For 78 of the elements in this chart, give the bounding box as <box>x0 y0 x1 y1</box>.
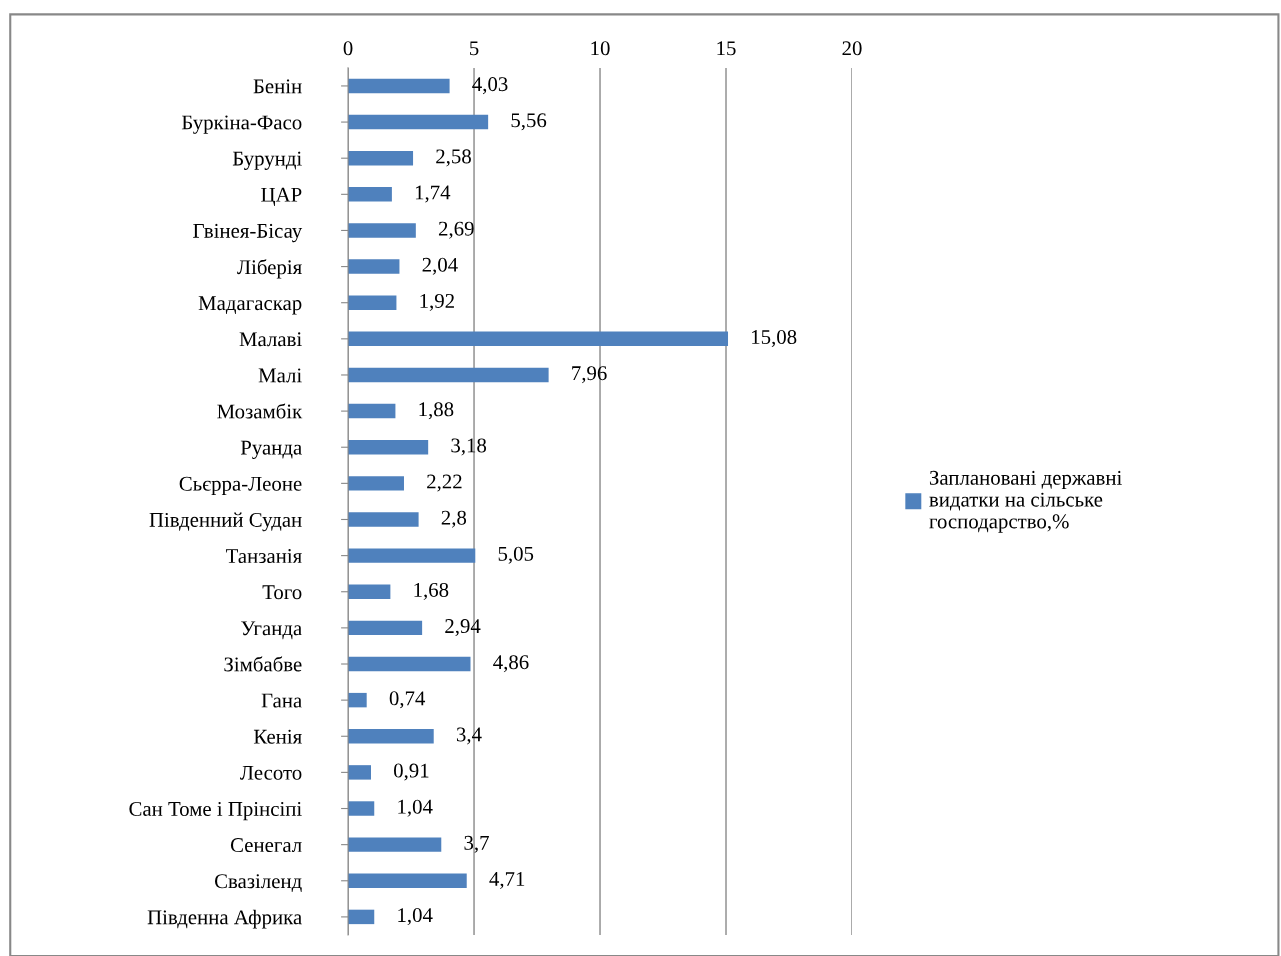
y-tick-label: Кенія <box>253 729 302 744</box>
y-tick-label: Сьєрра-Леоне <box>179 476 302 496</box>
bar <box>348 187 392 202</box>
data-label: 1,04 <box>398 799 433 817</box>
x-tick-label: 10 <box>591 41 610 56</box>
bar <box>348 837 442 852</box>
bar <box>348 331 729 347</box>
data-label: 4,03 <box>472 77 508 95</box>
y-tick-label: Малі <box>258 368 302 383</box>
x-tick-label: 5 <box>470 41 479 56</box>
y-tick-label: Буркіна-Фасо <box>181 115 302 134</box>
y-tick-label: Свазіленд <box>214 874 302 893</box>
data-label: 2,8 <box>441 510 467 528</box>
bar <box>348 729 434 744</box>
data-label: 2,69 <box>438 221 474 239</box>
data-label: 0,74 <box>389 691 426 709</box>
data-label: 1,68 <box>414 582 449 600</box>
data-label: 1,88 <box>419 402 454 420</box>
y-tick-label: Танзанія <box>225 549 302 564</box>
data-label: 3,7 <box>464 835 489 853</box>
y-tick-label: ЦАР <box>261 187 302 206</box>
y-tick-label: Бурунді <box>232 151 302 170</box>
y-tick-label: Гвінея-Бісау <box>193 223 303 243</box>
legend-label: Заплановані державні видатки на сільське господарство,% <box>929 470 1122 533</box>
data-label: 1,74 <box>415 185 451 203</box>
y-tick-label: Мозамбік <box>217 403 303 419</box>
y-tick-label: Південний Судан <box>149 512 302 532</box>
y-tick-label: Зімбабве <box>224 656 302 672</box>
bar <box>348 584 391 599</box>
y-tick-label: Бенін <box>253 79 302 94</box>
y-tick-label: Гана <box>261 693 302 708</box>
bar <box>348 223 416 238</box>
data-label: 2,22 <box>427 474 462 492</box>
bar <box>348 150 414 166</box>
x-tick-label: 15 <box>717 41 736 56</box>
bar <box>348 476 404 491</box>
data-label: 2,94 <box>445 619 481 637</box>
x-tick-label: 0 <box>343 41 353 56</box>
y-tick-label: Малаві <box>239 332 302 347</box>
bar <box>348 512 419 527</box>
data-label: 15,08 <box>752 330 797 348</box>
data-label: 0,91 <box>393 763 429 781</box>
y-tick-label: Ліберія <box>237 259 302 279</box>
y-tick-label: Сенегал <box>230 838 302 853</box>
bar <box>348 295 397 310</box>
bar <box>348 801 375 816</box>
data-label: 3,4 <box>456 727 482 745</box>
x-tick-label: 20 <box>842 41 862 56</box>
bar <box>348 909 375 925</box>
bar <box>348 114 489 130</box>
data-label: 1,04 <box>398 908 433 926</box>
bar <box>348 367 549 383</box>
data-label: 4,86 <box>493 655 529 673</box>
bar <box>348 692 367 708</box>
data-label: 5,05 <box>498 546 534 564</box>
bar <box>348 656 471 672</box>
y-tick-label: Руанда <box>240 440 302 459</box>
y-tick-label: Сан Томе і Прінсіпі <box>129 801 302 821</box>
y-tick-label: Лесото <box>240 765 302 780</box>
bar <box>348 440 429 455</box>
bar <box>348 873 467 888</box>
bar <box>348 78 450 94</box>
bar <box>348 259 400 274</box>
data-label: 2,58 <box>436 149 471 167</box>
y-tick-label: Мадагаскар <box>198 296 302 315</box>
data-label: 7,96 <box>572 366 607 384</box>
bar <box>348 548 476 563</box>
data-label: 3,18 <box>451 438 487 456</box>
y-tick-label: Того <box>262 585 302 600</box>
data-label: 5,56 <box>511 113 547 131</box>
bar <box>348 403 396 419</box>
data-label: 2,04 <box>422 257 458 275</box>
data-label: 1,92 <box>420 293 454 311</box>
bar <box>348 620 423 636</box>
bar <box>348 765 371 780</box>
y-tick-label: Південна Африка <box>147 909 302 929</box>
y-tick-label: Уганда <box>241 621 302 640</box>
data-label: 4,71 <box>489 872 525 889</box>
